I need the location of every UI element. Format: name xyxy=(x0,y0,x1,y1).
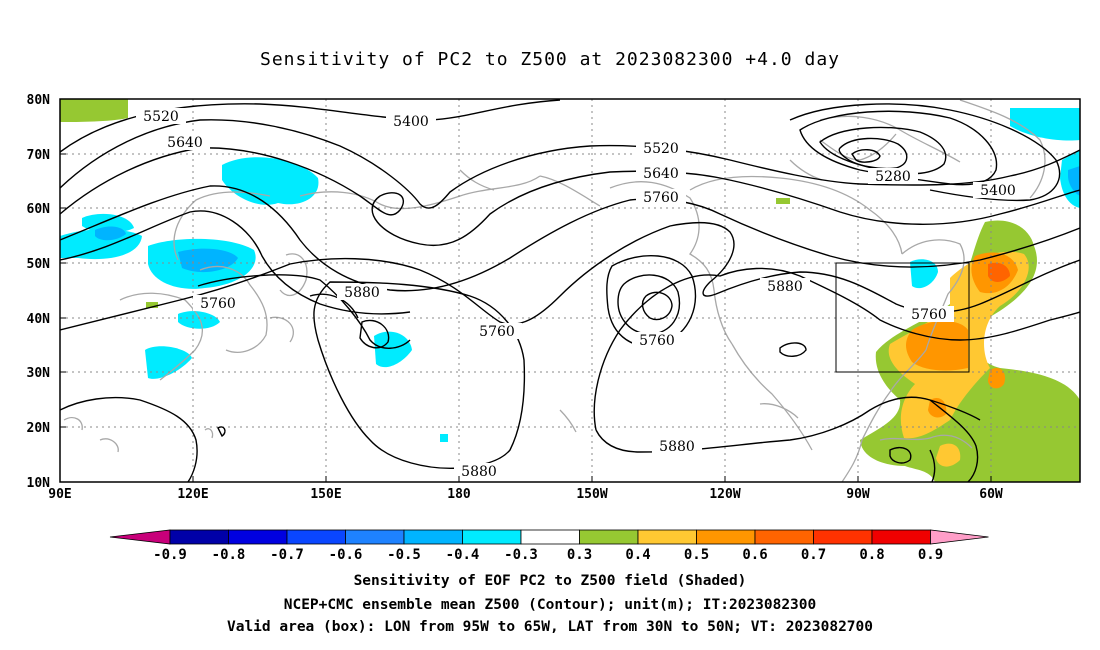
axis-ticks xyxy=(60,153,992,482)
lat-label-20n: 20N xyxy=(27,421,51,436)
colorbar-label: -0.6 xyxy=(329,547,363,563)
colorbar-swatch xyxy=(696,529,756,545)
svg-text:5520: 5520 xyxy=(143,109,179,125)
colorbar-swatch xyxy=(109,529,171,545)
colorbar-label: 0.3 xyxy=(567,547,592,563)
contour-label-5760-asia: 5760 xyxy=(193,295,243,312)
colorbar-swatch xyxy=(813,529,873,545)
colorbar-swatch xyxy=(930,529,989,545)
contour-label-5520-central: 5520 xyxy=(636,140,686,157)
svg-text:5400: 5400 xyxy=(393,114,429,130)
colorbar-swatch xyxy=(345,529,405,545)
caption-valid-area: Valid area (box): LON from 95W to 65W, L… xyxy=(226,619,873,635)
lat-label-50n: 50N xyxy=(27,257,51,272)
colorbar-swatch xyxy=(579,529,639,545)
colorbar-label: 0.5 xyxy=(684,547,709,563)
positive-sensitivity-shading xyxy=(60,99,1080,482)
lon-label-90e: 90E xyxy=(48,487,71,502)
contour-label-5760-mid: 5760 xyxy=(472,323,522,340)
colorbar-label: 0.9 xyxy=(918,547,943,563)
colorbar-label: 0.7 xyxy=(801,547,826,563)
colorbar-swatch xyxy=(286,529,346,545)
lat-label-40n: 40N xyxy=(27,312,51,327)
contour-label-5880-pacific: 5880 xyxy=(337,284,387,301)
svg-text:5760: 5760 xyxy=(643,190,679,206)
contour-label-5400-east: 5400 xyxy=(973,182,1023,199)
svg-text:5520: 5520 xyxy=(643,141,679,157)
negative-sensitivity-core xyxy=(95,166,1080,273)
svg-text:5760: 5760 xyxy=(639,333,675,349)
map-frame xyxy=(59,98,1081,483)
contour-label-5400-north: 5400 xyxy=(386,113,436,130)
colorbar-label: -0.9 xyxy=(153,547,187,563)
lon-label-150e: 150E xyxy=(310,487,341,502)
lat-label-80n: 80N xyxy=(27,93,51,108)
svg-text:5760: 5760 xyxy=(479,324,515,340)
valid-area-box xyxy=(835,262,970,373)
colorbar-label: 0.8 xyxy=(859,547,884,563)
lat-label-30n: 30N xyxy=(27,366,51,381)
lon-label-90w: 90W xyxy=(846,487,870,502)
colorbar-swatch xyxy=(403,529,463,545)
lat-lon-grid xyxy=(60,99,1080,482)
svg-text:5400: 5400 xyxy=(980,183,1016,199)
colorbar-swatch xyxy=(754,529,814,545)
svg-text:5760: 5760 xyxy=(911,307,947,323)
contour-label-5520-west: 5520 xyxy=(136,108,186,125)
colorbar-label: 0.4 xyxy=(625,547,650,563)
lon-label-120e: 120E xyxy=(177,487,208,502)
colorbar-label: -0.8 xyxy=(212,547,246,563)
lon-label-150w: 150W xyxy=(576,487,607,502)
lat-label-70n: 70N xyxy=(27,148,51,163)
colorbar-swatch xyxy=(228,529,288,545)
colorbar-label: -0.7 xyxy=(270,547,304,563)
svg-text:5880: 5880 xyxy=(461,464,497,480)
lon-label-60w: 60W xyxy=(979,487,1003,502)
contour-label-5880-america: 5880 xyxy=(760,278,810,295)
contour-label-5760-central: 5760 xyxy=(636,189,686,206)
colorbar-label: -0.5 xyxy=(387,547,421,563)
contour-label-layer: 5520 5640 5400 5520 5640 5760 5280 5400 … xyxy=(136,108,1023,480)
contour-label-5640-west: 5640 xyxy=(160,134,210,151)
svg-text:5640: 5640 xyxy=(167,135,203,151)
svg-text:5880: 5880 xyxy=(344,285,380,301)
colorbar-swatch xyxy=(520,529,580,545)
contour-label-5880-dateline: 5880 xyxy=(454,463,504,480)
contour-label-5760-box: 5760 xyxy=(904,306,954,323)
svg-text:5760: 5760 xyxy=(200,296,236,312)
colorbar-label: -0.3 xyxy=(504,547,538,563)
contour-label-5640-central: 5640 xyxy=(636,165,686,182)
contour-label-5280: 5280 xyxy=(868,168,918,185)
svg-text:5640: 5640 xyxy=(643,166,679,182)
lat-label-60n: 60N xyxy=(27,202,51,217)
map-title: Sensitivity of PC2 to Z500 at 2023082300… xyxy=(259,49,840,70)
latitude-labels: 80N 70N 60N 50N 40N 30N 20N 10N xyxy=(27,93,51,491)
contour-label-5880-south: 5880 xyxy=(652,438,702,455)
contour-label-5760-low: 5760 xyxy=(632,332,682,349)
colorbar-label: 0.6 xyxy=(742,547,767,563)
lon-label-180: 180 xyxy=(447,487,471,502)
svg-text:5880: 5880 xyxy=(659,439,695,455)
colorbar-swatch xyxy=(637,529,697,545)
svg-text:5880: 5880 xyxy=(767,279,803,295)
z500-contours xyxy=(60,99,1080,482)
caption-contour-field: NCEP+CMC ensemble mean Z500 (Contour); u… xyxy=(283,597,817,613)
colorbar-swatch xyxy=(462,529,522,545)
svg-text:5280: 5280 xyxy=(875,169,911,185)
colorbar-label: -0.4 xyxy=(446,547,480,563)
colorbar-swatch xyxy=(169,529,229,545)
caption-shaded-field: Sensitivity of EOF PC2 to Z500 field (Sh… xyxy=(353,573,747,589)
lon-label-120w: 120W xyxy=(709,487,740,502)
longitude-labels: 90E 120E 150E 180 150W 120W 90W 60W xyxy=(48,487,1003,502)
colorbar: -0.9 -0.8 -0.7 -0.6 -0.5 -0.4 -0.3 0.3 0.4 0.5 0.6… xyxy=(109,529,989,563)
lat-label-10n: 10N xyxy=(27,476,51,491)
colorbar-swatch xyxy=(871,529,931,545)
